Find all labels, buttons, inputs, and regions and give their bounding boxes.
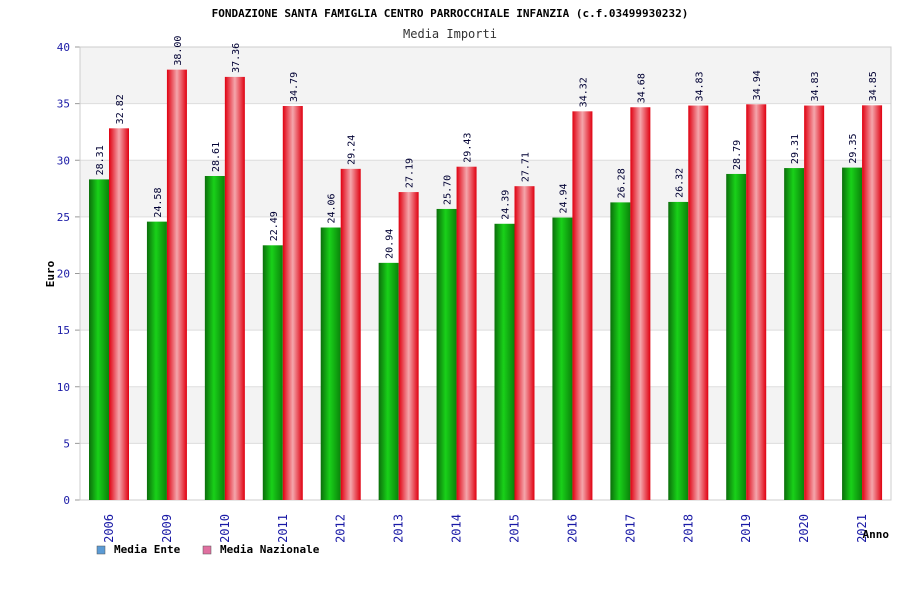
bar-media-nazionale xyxy=(688,105,709,501)
grid-band xyxy=(80,216,891,274)
value-label-media-nazionale: 34.94 xyxy=(752,70,763,100)
bar-media-ente xyxy=(262,245,283,500)
value-label-media-nazionale: 34.83 xyxy=(810,71,821,101)
value-label-media-ente: 24.58 xyxy=(153,188,164,218)
y-tick-label: 25 xyxy=(57,211,70,224)
value-label-media-nazionale: 34.85 xyxy=(868,71,879,101)
chart-title: FONDAZIONE SANTA FAMIGLIA CENTRO PARROCC… xyxy=(212,7,689,20)
x-tick-label: 2009 xyxy=(160,514,174,543)
value-label-media-ente: 20.94 xyxy=(385,229,396,259)
y-tick-label: 20 xyxy=(57,268,70,281)
value-label-media-ente: 28.79 xyxy=(732,140,743,170)
legend-label-media-nazionale: Media Nazionale xyxy=(220,543,320,556)
bar-media-ente xyxy=(726,173,747,500)
bar-media-nazionale xyxy=(340,168,361,500)
value-label-media-ente: 26.32 xyxy=(674,168,685,198)
value-label-media-ente: 24.39 xyxy=(501,190,512,220)
bar-media-ente xyxy=(436,208,457,500)
x-tick-label: 2014 xyxy=(450,514,464,543)
value-label-media-nazionale: 34.68 xyxy=(636,73,647,103)
value-label-media-nazionale: 38.00 xyxy=(173,36,184,66)
bar-media-ente xyxy=(146,221,167,500)
value-label-media-ente: 24.06 xyxy=(327,193,338,223)
legend: Media Ente Media Nazionale xyxy=(96,543,320,556)
bar-media-nazionale xyxy=(630,107,651,501)
x-tick-label: 2006 xyxy=(102,514,116,543)
x-tick-label: 2016 xyxy=(565,514,579,543)
bar-media-ente xyxy=(668,201,689,500)
bar-media-nazionale xyxy=(572,111,593,501)
x-tick-label: 2019 xyxy=(739,514,753,543)
bar-media-ente xyxy=(610,202,631,500)
value-label-media-nazionale: 29.24 xyxy=(347,135,358,165)
bar-media-nazionale xyxy=(109,128,129,500)
bar-media-ente xyxy=(89,179,109,500)
grid-band xyxy=(80,103,891,161)
value-label-media-nazionale: 34.79 xyxy=(289,72,300,102)
value-label-media-ente: 22.49 xyxy=(269,211,280,241)
x-axis-label: Anno xyxy=(863,528,890,541)
y-tick-label: 40 xyxy=(57,41,70,54)
x-tick-label: 2017 xyxy=(623,514,637,543)
y-axis-label: Euro xyxy=(44,260,57,287)
x-tick-label: 2012 xyxy=(334,514,348,543)
x-tick-label: 2018 xyxy=(681,514,695,543)
bar-media-nazionale xyxy=(166,69,187,501)
bar-media-ente xyxy=(784,168,805,500)
value-label-media-nazionale: 27.71 xyxy=(521,152,532,182)
bar-media-nazionale xyxy=(282,106,303,501)
grid-band xyxy=(80,47,891,104)
y-tick-label: 35 xyxy=(57,98,70,111)
grid-band xyxy=(80,273,891,331)
grid-band xyxy=(80,160,891,217)
bar-media-ente xyxy=(204,175,225,500)
grid-band xyxy=(80,330,891,387)
value-label-media-ente: 29.31 xyxy=(790,134,801,164)
plot-area xyxy=(79,46,892,501)
legend-swatch-media-ente xyxy=(96,545,106,555)
legend-label-media-ente: Media Ente xyxy=(114,543,181,556)
grid-band xyxy=(80,386,891,444)
x-tick-label: 2013 xyxy=(392,514,406,543)
value-label-media-ente: 26.28 xyxy=(616,168,627,198)
bar-media-nazionale xyxy=(804,105,825,501)
x-tick-label: 2011 xyxy=(276,514,290,543)
x-tick-label: 2021 xyxy=(855,514,869,543)
x-tick-label: 2010 xyxy=(218,514,232,543)
value-label-media-ente: 25.70 xyxy=(443,175,454,205)
value-label-media-ente: 29.35 xyxy=(848,134,859,164)
value-label-media-nazionale: 29.43 xyxy=(463,133,474,163)
value-label-media-nazionale: 37.36 xyxy=(231,43,242,73)
chart-subtitle: Media Importi xyxy=(403,27,497,41)
bar-media-nazionale xyxy=(398,192,419,501)
y-tick-label: 5 xyxy=(63,437,70,450)
grid-band xyxy=(80,443,891,500)
y-tick-label: 30 xyxy=(57,154,70,167)
y-tick-label: 0 xyxy=(63,494,70,507)
bar-media-ente xyxy=(552,217,573,500)
bar-media-ente xyxy=(494,223,515,500)
bar-media-nazionale xyxy=(746,104,767,500)
value-label-media-nazionale: 34.32 xyxy=(578,77,589,107)
bar-media-ente xyxy=(378,262,399,500)
legend-swatch-media-nazionale xyxy=(202,545,212,555)
bar-media-nazionale xyxy=(514,186,535,500)
bar-media-nazionale xyxy=(224,76,245,500)
bar-media-ente xyxy=(842,167,863,500)
value-label-media-nazionale: 27.19 xyxy=(405,158,416,188)
bar-media-ente xyxy=(320,227,341,500)
bar-media-nazionale xyxy=(456,166,477,500)
y-tick-label: 10 xyxy=(57,381,70,394)
value-label-media-nazionale: 34.83 xyxy=(694,71,705,101)
value-label-media-ente: 24.94 xyxy=(558,183,569,213)
x-tick-label: 2015 xyxy=(508,514,522,543)
value-label-media-nazionale: 32.82 xyxy=(115,94,126,124)
bar-media-nazionale xyxy=(862,105,883,500)
value-label-media-ente: 28.61 xyxy=(211,142,222,172)
y-tick-label: 15 xyxy=(57,324,70,337)
value-label-media-ente: 28.31 xyxy=(95,145,106,175)
x-tick-label: 2020 xyxy=(797,514,811,543)
